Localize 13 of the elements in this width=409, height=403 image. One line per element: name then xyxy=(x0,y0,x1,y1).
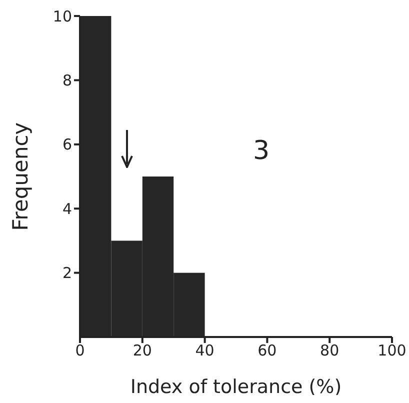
x-tick-label: 80 xyxy=(320,342,340,360)
y-tick-label: 4 xyxy=(62,200,72,218)
x-tick-label: 40 xyxy=(195,342,214,360)
y-tick-label: 6 xyxy=(62,136,72,154)
x-tick-label: 20 xyxy=(132,342,152,360)
y-tick-label: 10 xyxy=(52,7,72,26)
y-tick-label: 2 xyxy=(62,264,72,282)
x-tick-label: 0 xyxy=(75,342,85,360)
annotation: 3 xyxy=(253,136,270,166)
x-tick-label: 100 xyxy=(378,342,406,360)
y-tick-label: 8 xyxy=(62,72,72,90)
x-tick-label: 60 xyxy=(258,342,277,360)
y-axis-title: Frequency xyxy=(8,122,32,231)
